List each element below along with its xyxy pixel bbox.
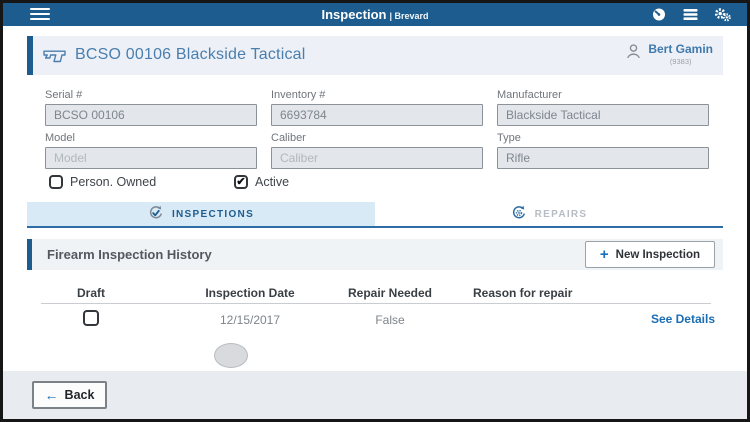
user-menu[interactable]: Bert Gamin (9383) (625, 42, 713, 66)
firearm-header: BCSO 00106 Blackside Tactical Bert Gamin… (27, 36, 723, 75)
firearm-title: BCSO 00106 Blackside Tactical (75, 46, 306, 63)
column-header-reason: Reason for repair (473, 286, 573, 300)
hamburger-menu-icon[interactable] (30, 8, 50, 21)
caliber-input[interactable] (271, 147, 483, 169)
model-input[interactable] (45, 147, 257, 169)
user-id: (9383) (669, 57, 692, 66)
section-title: Firearm Inspection History (47, 247, 212, 262)
cogs-icon[interactable] (714, 7, 731, 22)
manufacturer-label: Manufacturer (497, 89, 562, 101)
row-inspection-date: 12/15/2017 (219, 313, 281, 327)
table-header-divider (41, 303, 711, 304)
gauge-icon[interactable] (651, 7, 667, 22)
caliber-label: Caliber (271, 132, 306, 144)
pager-dot-button[interactable] (214, 343, 248, 368)
field-caliber: Caliber (271, 132, 483, 169)
field-manufacturer: Manufacturer (497, 89, 709, 126)
tab-repairs[interactable]: REPAIRS (375, 202, 723, 226)
footer-bar: ← Back (3, 371, 747, 419)
sync-check-icon (148, 205, 164, 224)
user-name: Bert Gamin (648, 42, 713, 56)
serial-input[interactable] (45, 104, 257, 126)
inspection-history-section-header: Firearm Inspection History + New Inspect… (27, 239, 723, 270)
sync-gear-icon (511, 205, 527, 224)
accent-bar (27, 239, 32, 270)
person-owned-label: Person. Owned (70, 175, 157, 189)
type-label: Type (497, 132, 521, 144)
tab-inspections[interactable]: INSPECTIONS (27, 202, 375, 226)
person-owned-checkbox-row: Person. Owned (49, 175, 156, 189)
plus-icon: + (599, 246, 609, 263)
manufacturer-input[interactable] (497, 104, 709, 126)
tab-repairs-label: REPAIRS (534, 208, 588, 220)
row-repair-needed: False (375, 313, 405, 327)
person-icon (625, 43, 642, 65)
back-arrow-icon: ← (44, 387, 59, 403)
column-header-repair-needed: Repair Needed (347, 286, 433, 300)
topbar-icon-group (651, 3, 731, 26)
new-inspection-label: New Inspection (615, 248, 700, 261)
type-input[interactable] (497, 147, 709, 169)
field-serial: Serial # (45, 89, 257, 126)
list-icon[interactable] (683, 8, 698, 21)
serial-label: Serial # (45, 89, 83, 101)
top-navigation-bar: Inspection | Brevard (3, 3, 747, 26)
active-checkbox[interactable] (234, 175, 248, 189)
model-label: Model (45, 132, 75, 144)
tab-inspections-label: INSPECTIONS (171, 208, 255, 220)
field-type: Type (497, 132, 709, 169)
pistol-icon (43, 48, 66, 68)
field-inventory: Inventory # (271, 89, 483, 126)
person-owned-checkbox[interactable] (49, 175, 63, 189)
row-draft-checkbox[interactable] (83, 310, 99, 326)
active-label: Active (255, 175, 290, 189)
column-header-draft: Draft (76, 286, 105, 300)
app-title-sub: | Brevard (389, 11, 429, 21)
tab-bar: INSPECTIONS REPAIRS (27, 202, 723, 228)
field-model: Model (45, 132, 257, 169)
column-header-inspection-date: Inspection Date (205, 286, 295, 300)
inventory-label: Inventory # (271, 89, 326, 101)
see-details-link[interactable]: See Details (650, 312, 715, 326)
back-button-label: Back (64, 388, 95, 402)
accent-bar (27, 36, 33, 75)
app-title: Inspection | Brevard (3, 3, 747, 26)
new-inspection-button[interactable]: + New Inspection (584, 241, 715, 268)
app-title-main: Inspection (321, 7, 387, 22)
inventory-input[interactable] (271, 104, 483, 126)
active-checkbox-row: Active (234, 175, 289, 189)
back-button[interactable]: ← Back (32, 381, 107, 409)
